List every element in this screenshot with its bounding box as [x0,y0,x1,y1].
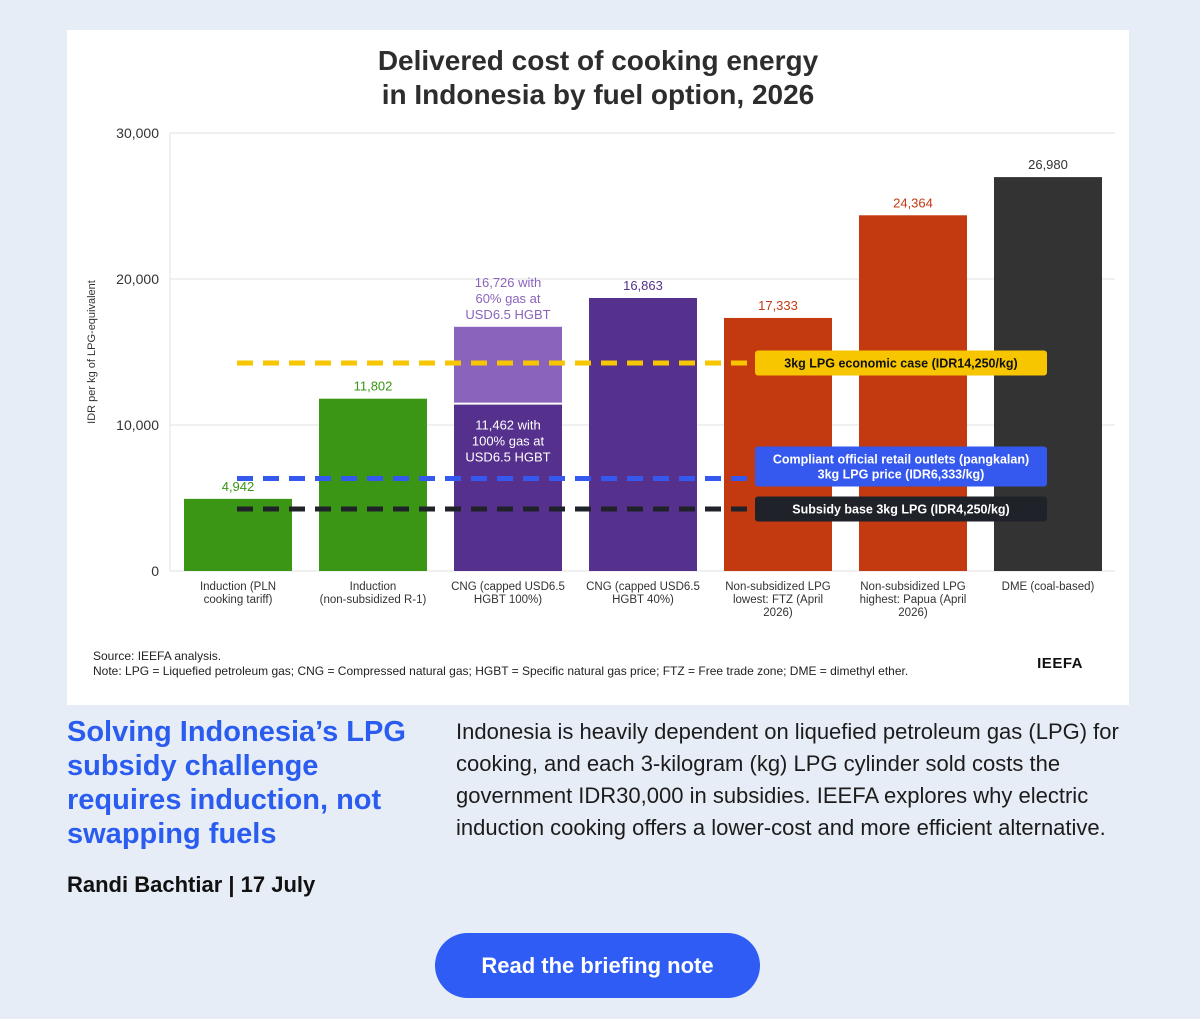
source-text: Source: IEEFA analysis. [93,649,222,663]
x-tick-label: highest: Papua (April [860,594,967,606]
bar-segment-label: 100% gas at [472,434,545,449]
reference-label-box [755,496,1047,522]
bar-segment [454,403,562,571]
bar [319,398,427,571]
chart-title: Delivered cost of cooking energy [378,45,819,76]
y-tick-label: 0 [151,563,159,579]
x-tick-label: lowest: FTZ (April [733,594,823,606]
x-tick-label: Non-subsidized LPG [860,581,966,593]
reference-label: Subsidy base 3kg LPG (IDR4,250/kg) [792,502,1009,516]
data-label: USD6.5 HGBT [465,307,550,322]
reference-label-box [755,350,1047,376]
y-tick-label: 20,000 [116,271,159,287]
x-tick-label: HGBT 100%) [474,594,542,606]
x-tick-label: Non-subsidized LPG [725,581,831,593]
reference-label: 3kg LPG economic case (IDR14,250/kg) [784,356,1017,370]
data-label: 17,333 [758,298,798,313]
bar-segment-label: USD6.5 HGBT [465,450,550,465]
data-label: 26,980 [1028,157,1068,172]
x-tick-label: (non-subsidized R-1) [320,594,427,606]
article-summary: Indonesia is heavily dependent on liquef… [456,719,1119,840]
chart-footnote: Source: IEEFA analysis. Note: LPG = Liqu… [93,649,908,679]
reference-label: Compliant official retail outlets (pangk… [773,453,1029,467]
bar [589,297,697,571]
data-label: 11,802 [354,379,393,394]
y-tick-label: 10,000 [116,417,159,433]
x-tick-label: DME (coal-based) [1002,581,1095,593]
brand-logo: IEEFA [1037,655,1083,672]
data-label: 16,726 with [475,275,542,290]
x-tick-label: 2026) [763,607,793,619]
y-axis-label: IDR per kg of LPG-equivalent [86,280,98,424]
x-tick-label: 2026) [898,607,928,619]
x-tick-label: HGBT 40%) [612,594,674,606]
chart-card: Delivered cost of cooking energy in Indon… [67,30,1129,705]
x-tick-label: CNG (capped USD6.5 [451,581,565,593]
note-text: Note: LPG = Liquefied petroleum gas; CNG… [93,664,909,678]
x-tick-label: Induction [350,581,397,593]
data-label: 16,863 [623,278,663,293]
data-label: 60% gas at [475,291,540,306]
article-byline: Randi Bachtiar | 17 July [67,872,316,897]
reference-label-box [755,446,1047,487]
x-tick-label: cooking tariff) [204,594,273,606]
article-headline[interactable]: Solving Indonesia’s LPG subsidy challeng… [67,716,406,850]
data-label: 4,942 [222,479,255,494]
x-tick-label: Induction (PLN [200,581,276,593]
y-tick-label: 30,000 [116,125,159,141]
reference-label: 3kg LPG price (IDR6,333/kg) [818,468,985,482]
chart-title: in Indonesia by fuel option, 2026 [382,79,815,110]
read-briefing-button[interactable]: Read the briefing note [435,933,760,998]
bar-segment-label: 11,462 with [475,418,541,433]
data-label: 24,364 [893,195,933,210]
x-tick-label: CNG (capped USD6.5 [586,581,700,593]
